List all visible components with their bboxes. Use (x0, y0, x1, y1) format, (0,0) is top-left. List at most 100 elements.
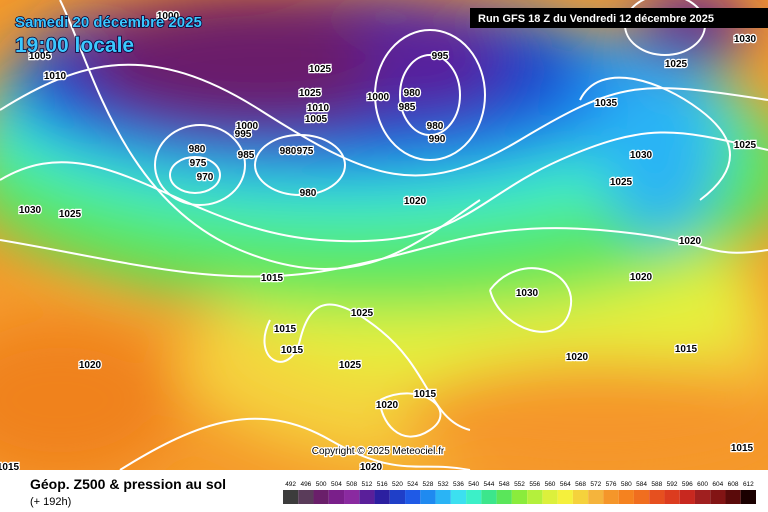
isobar-label: 995 (235, 129, 252, 140)
isobar-label: 1010 (307, 103, 330, 114)
scale-swatch (283, 490, 299, 504)
isobar-label: 985 (238, 150, 255, 161)
scale-label: 568 (575, 481, 586, 488)
isobar-label: 1025 (59, 209, 82, 220)
scale-label: 588 (651, 481, 662, 488)
scale-label: 504 (331, 481, 342, 488)
scale-label: 496 (300, 481, 311, 488)
scale-swatch (450, 490, 467, 504)
isobar-label: 1020 (679, 236, 702, 247)
isobar-label: 1025 (610, 177, 633, 188)
scale-label: 540 (468, 481, 479, 488)
isobar-label: 1030 (516, 288, 539, 299)
copyright: Copyright © 2025 Meteociel.fr (312, 446, 445, 457)
isobar-label: 1000 (367, 92, 390, 103)
isobar-label: 1015 (261, 273, 284, 284)
scale-swatch (313, 490, 329, 504)
scale-swatch (603, 490, 619, 504)
scale-swatch (328, 490, 345, 504)
scale-label: 576 (606, 481, 617, 488)
lead-time: (+ 192h) (30, 496, 71, 508)
scale-swatch (435, 490, 451, 504)
isobar-label: 1025 (339, 360, 362, 371)
time: 19:00 locale (15, 34, 134, 57)
scale-label: 564 (560, 481, 571, 488)
scale-label: 500 (316, 481, 327, 488)
isobar-label: 1025 (665, 59, 688, 70)
isobar-label: 1005 (29, 51, 52, 62)
isobar-label: 980 (427, 121, 444, 132)
scale-label: 584 (636, 481, 647, 488)
isobar-label: 1015 (0, 462, 20, 473)
scale-swatch (649, 490, 665, 504)
isobar-label: 1015 (675, 344, 698, 355)
isobar-label: 1020 (630, 272, 653, 283)
scale-swatch (496, 490, 512, 504)
run-info: Run GFS 18 Z du Vendredi 12 décembre 202… (478, 13, 714, 25)
scale-label: 492 (285, 481, 296, 488)
isobar-label: 1025 (734, 140, 757, 151)
isobar-label: 970 (197, 172, 214, 183)
date: Samedi 20 décembre 2025 (15, 14, 202, 31)
isobar-label: 1015 (281, 345, 304, 356)
isobar-label: 980 (404, 88, 421, 99)
scale-swatch (420, 490, 436, 504)
scale-label: 600 (697, 481, 708, 488)
scale-label: 528 (423, 481, 434, 488)
scale-swatch (740, 490, 756, 504)
scale-label: 556 (529, 481, 540, 488)
scale-label: 520 (392, 481, 403, 488)
isobar-label: 1015 (731, 443, 754, 454)
scale-swatch (405, 490, 421, 504)
color-scale: 492 496 500 504 508 512 516 520 524 528 532 536 540 5… (283, 481, 756, 504)
scale-swatch (725, 490, 741, 504)
scale-label: 592 (667, 481, 678, 488)
scale-label: 532 (438, 481, 449, 488)
scale-swatch (511, 490, 528, 504)
isobar-label: 1015 (414, 389, 437, 400)
isobar-label: 1020 (566, 352, 589, 363)
isobar-label: 1000 (236, 121, 259, 132)
scale-swatch (466, 490, 482, 504)
scale-swatch (359, 490, 375, 504)
isobar-label: 980 (189, 144, 206, 155)
isobar-label: 1020 (360, 462, 383, 473)
scale-swatch (389, 490, 406, 504)
scale-swatch (481, 490, 497, 504)
scale-label: 580 (621, 481, 632, 488)
isobar-label: 1020 (404, 196, 427, 207)
isobar-label: 1025 (351, 308, 374, 319)
isobar-label: 1005 (305, 114, 328, 125)
scale-swatch (710, 490, 726, 504)
isobar-label: 1015 (274, 324, 297, 335)
isobar-label: 1020 (79, 360, 102, 371)
scale-swatch (618, 490, 634, 504)
scale-label: 560 (545, 481, 556, 488)
scale-swatch (374, 490, 390, 504)
isobar-label: 1020 (376, 400, 399, 411)
scale-label: 596 (682, 481, 693, 488)
scale-swatch (542, 490, 558, 504)
scale-swatch (572, 490, 589, 504)
isobar-label: 1030 (734, 34, 757, 45)
scale-swatch (588, 490, 604, 504)
scale-swatch (633, 490, 650, 504)
scale-label: 508 (346, 481, 357, 488)
scale-label: 612 (743, 481, 754, 488)
scale-label: 512 (361, 481, 372, 488)
scale-swatch (664, 490, 680, 504)
scale-label: 604 (712, 481, 723, 488)
isobar-label: 975 (297, 146, 314, 157)
isobar-label: 985 (399, 102, 416, 113)
isobar-label: 980 (280, 146, 297, 157)
scale-label: 548 (499, 481, 510, 488)
scale-swatch (344, 490, 360, 504)
isobar-label: 1025 (299, 88, 322, 99)
scale-label: 516 (377, 481, 388, 488)
isobar-label: 1000 (157, 11, 180, 22)
isobar-label: 995 (432, 51, 449, 62)
scale-swatch (557, 490, 573, 504)
scale-label: 572 (590, 481, 601, 488)
